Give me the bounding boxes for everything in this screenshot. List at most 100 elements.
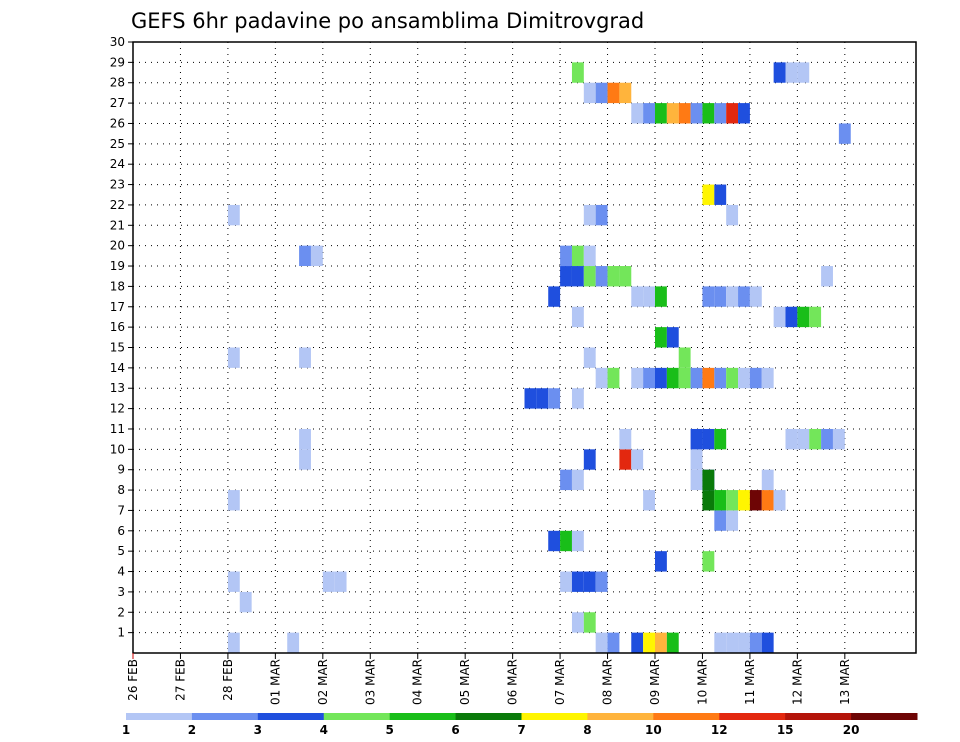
heatmap-cell — [690, 367, 703, 389]
heatmap-cell — [560, 245, 572, 267]
heatmap-cell — [571, 266, 584, 287]
heatmap-cell — [738, 286, 750, 307]
heatmap-cell — [690, 449, 703, 470]
x-tick-label: 12 MAR — [790, 659, 804, 705]
heatmap-cell — [726, 103, 739, 124]
colorbar-label: 4 — [320, 723, 328, 737]
heatmap-cell — [773, 62, 786, 83]
heatmap-cell — [702, 469, 715, 491]
heatmap-cell — [595, 204, 608, 226]
y-tick-label: 28 — [110, 76, 125, 90]
heatmap-cell — [583, 571, 596, 592]
colorbar-swatch — [257, 713, 325, 720]
colorbar-swatch — [785, 713, 852, 720]
y-tick-label: 2 — [117, 605, 125, 619]
y-tick-label: 12 — [110, 402, 125, 416]
colorbar-swatch — [126, 713, 193, 720]
heatmap-cell — [702, 490, 715, 511]
heatmap-cell — [643, 367, 655, 389]
heatmap-cell — [726, 286, 739, 307]
heatmap-cell — [227, 632, 240, 653]
heatmap-cell — [838, 123, 851, 144]
y-tick-label: 16 — [110, 320, 125, 334]
y-tick-label: 26 — [110, 116, 125, 130]
heatmap-cell — [607, 266, 620, 287]
heatmap-cell — [595, 367, 608, 389]
x-tick-label: 07 MAR — [553, 659, 567, 705]
x-tick-label: 02 MAR — [316, 659, 330, 705]
heatmap-cell — [809, 306, 822, 328]
heatmap-cell — [726, 490, 739, 511]
x-tick-label: 09 MAR — [648, 659, 662, 705]
heatmap-cell — [678, 103, 691, 124]
y-tick-label: 11 — [110, 422, 125, 436]
heatmap-cell — [571, 306, 584, 328]
heatmap-cell — [749, 490, 762, 511]
grid — [132, 41, 916, 653]
colorbar-label: 6 — [451, 723, 459, 737]
heatmap-cell — [560, 530, 572, 552]
heatmap-cell — [738, 632, 750, 653]
x-tick-label: 13 MAR — [838, 659, 852, 705]
heatmap-cell — [797, 62, 810, 83]
heatmap-cell — [749, 632, 762, 653]
heatmap-cell — [619, 428, 632, 450]
heatmap-cell — [666, 632, 679, 653]
heatmap-cell — [631, 103, 644, 124]
heatmap-cell — [797, 428, 810, 450]
heatmap-cell — [726, 367, 739, 389]
heatmap-cell — [619, 82, 632, 104]
heatmap-cell — [299, 428, 311, 450]
x-tick-label: 06 MAR — [506, 659, 520, 705]
heatmap-cell — [773, 306, 786, 328]
heatmap-cell — [227, 347, 240, 368]
x-tick-label: 10 MAR — [695, 659, 709, 705]
heatmap-cell — [583, 82, 596, 104]
colorbar-swatch — [851, 713, 918, 720]
heatmap-cell — [595, 571, 608, 592]
heatmap-cell — [239, 591, 252, 613]
x-axis: 26 FEB 27 FEB 28 FEB 01 MAR 02 MAR 03 MAR 04 M… — [126, 653, 852, 705]
colorbar-swatch — [323, 713, 391, 720]
colorbar-label: 5 — [385, 723, 393, 737]
x-tick-label: 05 MAR — [458, 659, 472, 705]
heatmap-cell — [595, 82, 608, 104]
colorbar: 1 2 3 4 5 6 7 8 10 12 15 20 — [122, 713, 918, 737]
heatmap-cell — [702, 286, 715, 307]
y-tick-label: 15 — [110, 341, 125, 355]
colorbar-label: 20 — [843, 723, 860, 737]
heatmap-cell — [322, 571, 335, 592]
heatmap-cell — [749, 286, 762, 307]
heatmap-cell — [607, 632, 620, 653]
heatmap-cell — [678, 347, 691, 368]
heatmap-cell — [227, 571, 240, 592]
x-tick-label: 27 FEB — [173, 659, 187, 701]
heatmap-cell — [643, 286, 655, 307]
colorbar-swatch — [455, 713, 522, 720]
y-tick-label: 22 — [110, 198, 125, 212]
colorbar-swatch — [191, 713, 259, 720]
heatmap-cell — [571, 245, 584, 267]
heatmap-cell — [571, 62, 584, 83]
heatmap-cell — [524, 388, 537, 409]
heatmap-cell — [714, 510, 727, 531]
heatmap-cell — [714, 632, 727, 653]
y-tick-label: 14 — [110, 361, 125, 375]
x-tick-label: 04 MAR — [411, 659, 425, 705]
y-tick-label: 3 — [117, 585, 125, 599]
y-tick-label: 23 — [110, 178, 125, 192]
heatmap-cell — [595, 632, 608, 653]
heatmap-cell — [678, 367, 691, 389]
chart-title: GEFS 6hr padavine po ansamblima Dimitrov… — [131, 9, 644, 33]
heatmap-cell — [666, 367, 679, 389]
heatmap-cell — [738, 367, 750, 389]
heatmap-cell — [785, 428, 798, 450]
heatmap-cell — [726, 204, 739, 226]
y-tick-label: 30 — [110, 35, 125, 49]
y-tick-label: 7 — [117, 503, 125, 517]
y-tick-label: 10 — [110, 442, 125, 456]
heatmap-cell — [690, 103, 703, 124]
heatmap-cell — [714, 367, 727, 389]
heatmap-cell — [761, 469, 774, 491]
heatmap-cell — [583, 204, 596, 226]
